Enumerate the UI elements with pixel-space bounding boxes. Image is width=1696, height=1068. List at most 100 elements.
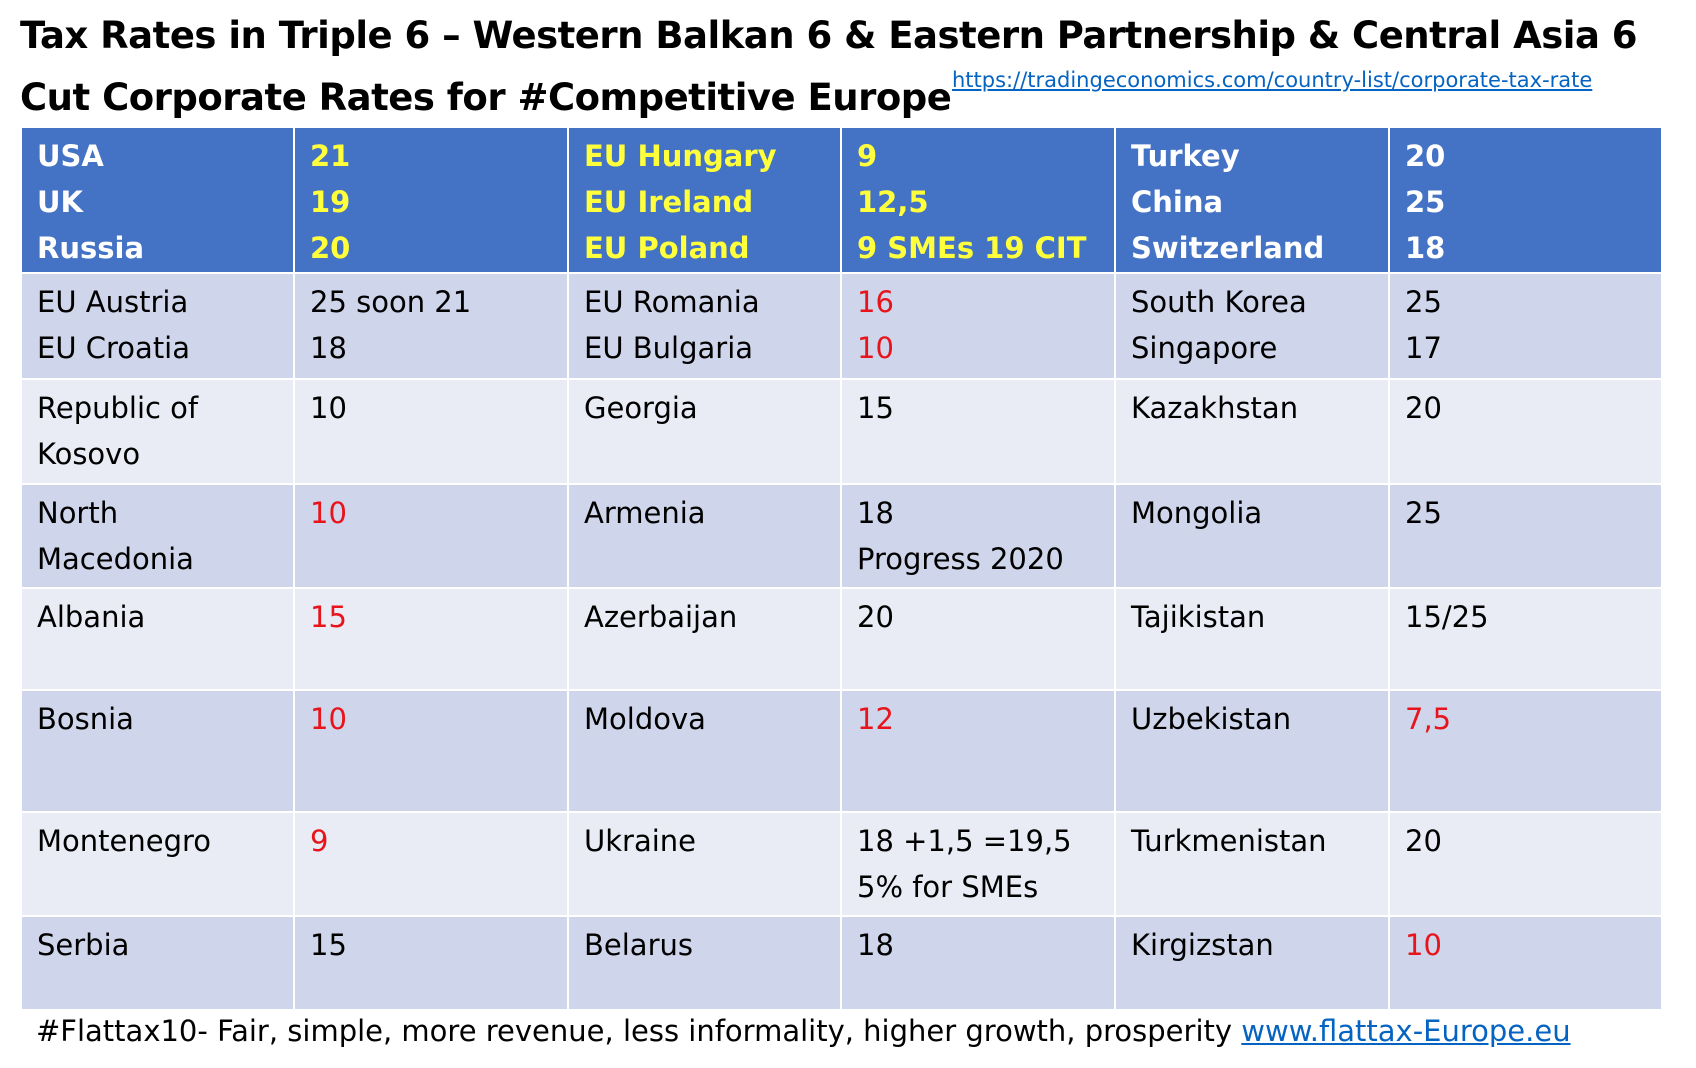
- table-cell: Kazakhstan: [1116, 380, 1390, 485]
- table-cell: 20: [1390, 380, 1663, 485]
- cell-line: 18: [857, 928, 894, 962]
- cell-line: Belarus: [584, 928, 693, 962]
- cell-line: EU Hungary: [584, 139, 777, 173]
- cell-line: UK: [37, 185, 84, 219]
- footer-link[interactable]: www.flattax-Europe.eu: [1241, 1014, 1571, 1048]
- table-cell: 18: [842, 917, 1116, 1011]
- cell-line: Serbia: [37, 928, 130, 962]
- source-link[interactable]: https://tradingeconomics.com/country-lis…: [952, 68, 1593, 92]
- table-cell: Azerbaijan: [569, 589, 842, 691]
- table-cell: 25 17: [1390, 274, 1663, 380]
- table-cell: Moldova: [569, 691, 842, 813]
- table-cell: Albania: [22, 589, 295, 691]
- cell-line: Singapore: [1131, 331, 1278, 365]
- cell-line: Macedonia: [37, 542, 194, 576]
- header-row: USA UK Russia 21 19 20 EU Hungary EU Ireland EU …: [22, 128, 1663, 274]
- table-row: Albania 15 Azerbaijan 20 Tajikistan 15/25: [22, 589, 1663, 691]
- title: Tax Rates in Triple 6 – Western Balkan 6…: [20, 14, 1638, 57]
- cell-line: Russia: [37, 231, 145, 265]
- cell-line: 25: [1405, 185, 1446, 219]
- cell-line: Switzerland: [1131, 231, 1325, 265]
- cell-line: Albania: [37, 600, 146, 634]
- table-cell: EU Hungary EU Ireland EU Poland: [569, 128, 842, 274]
- cell-line: EU Ireland: [584, 185, 754, 219]
- cell-line: 10: [310, 391, 347, 425]
- table-cell: 16 10: [842, 274, 1116, 380]
- table-cell: 25 soon 21 18: [295, 274, 569, 380]
- cell-line: 9 SMEs 19 CIT: [857, 231, 1087, 265]
- cell-line: 9: [310, 824, 329, 858]
- cell-line: Ukraine: [584, 824, 696, 858]
- cell-line: 25: [1405, 496, 1442, 530]
- table-cell: Belarus: [569, 917, 842, 1011]
- cell-line: 10: [857, 331, 894, 365]
- cell-line: 21: [310, 139, 351, 173]
- cell-line: Republic of: [37, 391, 199, 425]
- cell-line: 20: [857, 600, 894, 634]
- table-cell: 15: [842, 380, 1116, 485]
- cell-line: Bosnia: [37, 702, 134, 736]
- cell-line: EU Croatia: [37, 331, 191, 365]
- cell-line: 25 soon 21: [310, 285, 472, 319]
- cell-line: Montenegro: [37, 824, 212, 858]
- table-cell: Tajikistan: [1116, 589, 1390, 691]
- table-cell: Serbia: [22, 917, 295, 1011]
- table-cell: EU Austria EU Croatia: [22, 274, 295, 380]
- table-row: Republic of Kosovo 10 Georgia 15 Kazakhstan 20: [22, 380, 1663, 485]
- cell-line: Progress 2020: [857, 542, 1064, 576]
- table-row: EU Austria EU Croatia 25 soon 21 18 EU Roman…: [22, 274, 1663, 380]
- cell-line: 25: [1405, 285, 1442, 319]
- table-cell: EU Romania EU Bulgaria: [569, 274, 842, 380]
- cell-line: 15: [310, 928, 347, 962]
- cell-line: 18: [310, 331, 347, 365]
- cell-line: 17: [1405, 331, 1442, 365]
- table-row: Montenegro 9 Ukraine 18 +1,5 =19,5 5% for SM…: [22, 813, 1663, 917]
- cell-line: 20: [1405, 391, 1442, 425]
- table-row: North Macedonia 10 Armenia 18 Progress 2020 Mo…: [22, 485, 1663, 589]
- cell-line: Moldova: [584, 702, 706, 736]
- cell-line: 12,5: [857, 185, 929, 219]
- cell-line: 18 +1,5 =19,5: [857, 824, 1072, 858]
- cell-line: 10: [1405, 928, 1442, 962]
- table-cell: 9 12,5 9 SMEs 19 CIT: [842, 128, 1116, 274]
- table-cell: Kirgizstan: [1116, 917, 1390, 1011]
- cell-line: 5% for SMEs: [857, 870, 1039, 904]
- table-cell: Montenegro: [22, 813, 295, 917]
- table-cell: 10: [295, 485, 569, 589]
- cell-line: Kosovo: [37, 437, 141, 471]
- cell-line: 10: [310, 496, 347, 530]
- cell-line: EU Poland: [584, 231, 750, 265]
- cell-line: Kirgizstan: [1131, 928, 1274, 962]
- footer: #Flattax10- Fair, simple, more revenue, …: [36, 1014, 1571, 1048]
- table-cell: 21 19 20: [295, 128, 569, 274]
- table-cell: 15: [295, 917, 569, 1011]
- cell-line: 18: [1405, 231, 1446, 265]
- table-cell: 15: [295, 589, 569, 691]
- table-cell: 18 Progress 2020: [842, 485, 1116, 589]
- table-cell: Georgia: [569, 380, 842, 485]
- table-row: Serbia 15 Belarus 18 Kirgizstan 10: [22, 917, 1663, 1011]
- cell-line: Uzbekistan: [1131, 702, 1292, 736]
- cell-line: 7,5: [1405, 702, 1452, 736]
- cell-line: USA: [37, 139, 104, 173]
- table-cell: 20: [1390, 813, 1663, 917]
- cell-line: EU Austria: [37, 285, 189, 319]
- table-cell: 15/25: [1390, 589, 1663, 691]
- table-cell: 20: [842, 589, 1116, 691]
- subtitle: Cut Corporate Rates for #Competitive Eur…: [20, 76, 952, 119]
- table-cell: 10: [295, 691, 569, 813]
- table-cell: Uzbekistan: [1116, 691, 1390, 813]
- cell-line: EU Bulgaria: [584, 331, 754, 365]
- cell-line: 20: [1405, 824, 1442, 858]
- cell-line: 19: [310, 185, 351, 219]
- cell-line: EU Romania: [584, 285, 760, 319]
- cell-line: 20: [310, 231, 351, 265]
- cell-line: Georgia: [584, 391, 698, 425]
- cell-line: 12: [857, 702, 894, 736]
- table-row: Bosnia 10 Moldova 12 Uzbekistan 7,5: [22, 691, 1663, 813]
- cell-line: Mongolia: [1131, 496, 1263, 530]
- table-cell: Turkey China Switzerland: [1116, 128, 1390, 274]
- table-cell: Ukraine: [569, 813, 842, 917]
- cell-line: 15: [310, 600, 347, 634]
